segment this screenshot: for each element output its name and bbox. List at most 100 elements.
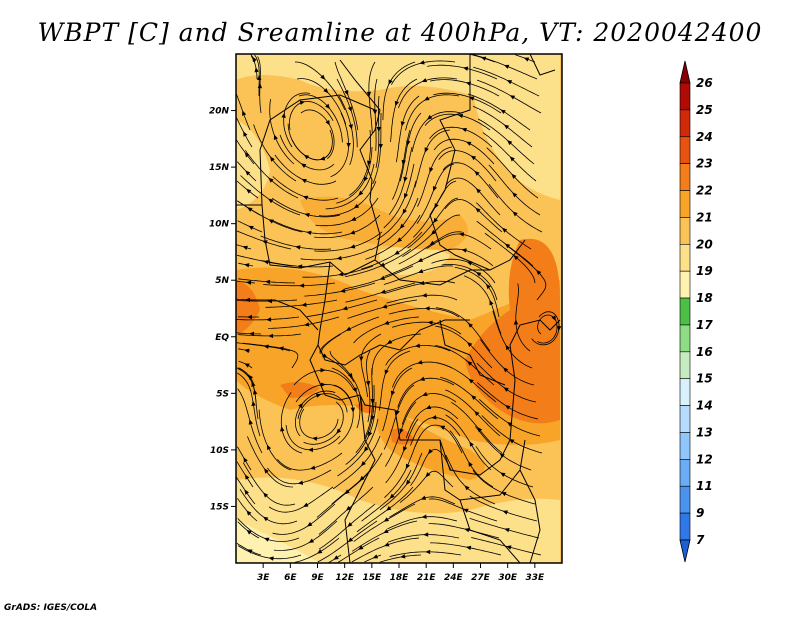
streamline-arrow	[345, 326, 352, 331]
streamline-arrow	[268, 219, 274, 224]
streamline	[285, 425, 341, 451]
streamline-arrow	[263, 492, 269, 498]
streamline	[368, 61, 376, 133]
streamline-arrow	[384, 542, 390, 547]
streamline	[338, 95, 354, 166]
streamline	[410, 448, 452, 486]
streamline-arrow	[308, 447, 314, 453]
streamline	[242, 462, 296, 506]
streamline-arrow	[298, 402, 303, 409]
streamline	[433, 138, 495, 165]
colorbar-label: 17	[696, 318, 713, 332]
streamline-arrow	[317, 549, 323, 554]
colorbar-box	[679, 351, 691, 380]
streamline	[237, 498, 258, 522]
streamline	[396, 95, 420, 163]
streamline	[428, 498, 498, 522]
streamline	[492, 310, 533, 369]
streamline-arrow	[386, 505, 392, 511]
grads-credit: GrADS: IGES/COLA	[4, 603, 98, 613]
streamline	[314, 231, 383, 252]
streamline-arrow	[466, 261, 473, 266]
streamline	[414, 424, 463, 454]
streamline	[475, 446, 534, 488]
streamline	[386, 294, 458, 304]
streamline-arrow	[297, 480, 304, 485]
streamline-arrow	[322, 353, 328, 358]
lon-tick-label: 15E	[362, 573, 382, 583]
streamline-arrow	[429, 240, 435, 246]
colorbar-label: 16	[696, 345, 713, 359]
streamline	[300, 248, 372, 261]
streamline-arrow	[396, 237, 403, 243]
streamline	[398, 77, 458, 109]
streamline-arrow	[434, 203, 439, 209]
streamline-arrow	[349, 230, 356, 235]
streamline	[440, 376, 499, 420]
streamline-arrow	[370, 415, 375, 421]
streamline-arrow	[423, 532, 429, 537]
streamline	[508, 246, 547, 301]
streamline	[272, 219, 343, 235]
streamline-arrow	[253, 389, 258, 395]
lat-tick-label: 15N	[209, 163, 230, 173]
streamline	[283, 92, 311, 148]
streamline	[383, 384, 415, 450]
streamline-arrow	[401, 159, 406, 166]
streamline	[325, 163, 375, 210]
streamline-arrow	[379, 275, 386, 280]
colorbar-box	[679, 512, 691, 541]
streamline	[271, 197, 341, 218]
streamline	[370, 197, 419, 251]
streamline	[295, 383, 353, 406]
streamline	[399, 112, 422, 182]
streamline-arrow	[506, 80, 513, 85]
streamline-arrow	[245, 297, 251, 303]
latitude-axis: 20N 15N 10N 5N EQ 5S 10S 15S	[209, 107, 236, 512]
colorbar-label: 13	[696, 425, 713, 439]
streamline	[331, 452, 383, 505]
streamline	[385, 345, 451, 366]
streamline-arrow	[325, 103, 330, 109]
streamline-arrow	[476, 272, 482, 277]
streamline	[445, 177, 501, 216]
streamline	[405, 94, 460, 131]
streamline-arrow	[320, 74, 326, 80]
streamline	[488, 164, 541, 216]
streamline	[318, 503, 376, 550]
streamline-arrow	[344, 489, 350, 495]
streamline-arrow	[425, 404, 432, 410]
colorbar: 7 9 11 12 13 14 15 16 17 18 19 20 21 22 23 24 25 26	[679, 60, 713, 563]
streamline-arrow	[301, 163, 307, 168]
streamline-arrow	[367, 160, 372, 166]
streamline-arrow	[474, 170, 480, 176]
streamline-arrow	[470, 155, 477, 161]
streamline	[399, 470, 454, 503]
streamline	[269, 98, 295, 165]
streamline	[388, 146, 413, 215]
lat-tick-label: 5N	[215, 276, 229, 286]
streamline	[379, 554, 422, 563]
streamline	[273, 520, 338, 551]
streamline	[293, 369, 355, 391]
streamline-arrow	[278, 346, 284, 351]
streamline-arrow	[475, 207, 481, 213]
streamline-arrow	[251, 400, 256, 407]
streamline-arrow	[551, 315, 556, 321]
streamline-arrow	[246, 280, 252, 285]
streamline	[318, 486, 374, 535]
streamline	[484, 232, 536, 284]
map-plot: 3E 6E 9E 12E 15E 18E 21E 24E 27E 30E 33E 20N 15N 10N…	[209, 53, 713, 583]
streamline-arrow	[310, 465, 316, 470]
streamline	[435, 307, 491, 352]
streamline-arrow	[243, 457, 248, 463]
streamline	[374, 78, 378, 151]
streamline	[476, 202, 532, 250]
colorbar-label: 24	[696, 130, 713, 144]
streamline	[488, 184, 543, 233]
streamline-arrow	[244, 363, 250, 368]
warm-region-north	[300, 196, 468, 250]
colorbar-label: 26	[696, 76, 713, 90]
colorbar-label: 23	[696, 157, 713, 171]
streamline-arrow	[243, 131, 248, 137]
